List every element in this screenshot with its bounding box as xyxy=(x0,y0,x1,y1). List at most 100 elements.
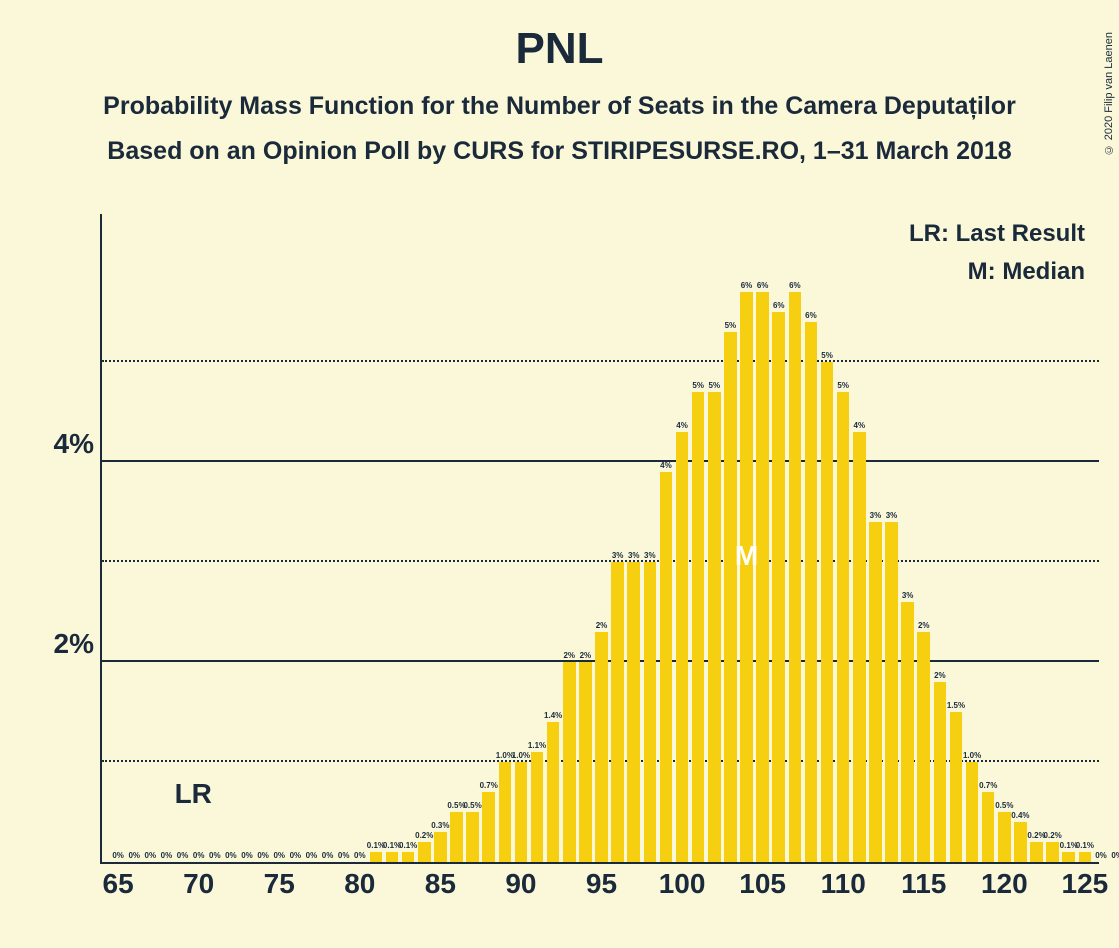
bar-label: 3% xyxy=(870,511,882,520)
pmf-bar: 6% xyxy=(740,292,753,862)
bar-label: 0% xyxy=(1095,851,1107,860)
pmf-bar: 0.3% xyxy=(434,832,447,862)
bar-label: 3% xyxy=(886,511,898,520)
pmf-bar: 0.7% xyxy=(482,792,495,862)
bar-label: 0% xyxy=(338,851,350,860)
gridline xyxy=(102,360,1099,362)
chart-title: PNL xyxy=(0,24,1119,74)
pmf-bar: 1.4% xyxy=(547,722,560,862)
bar-label: 0% xyxy=(241,851,253,860)
legend-lr: LR: Last Result xyxy=(909,220,1085,248)
bar-label: 2% xyxy=(596,621,608,630)
x-axis-tick: 95 xyxy=(586,868,617,900)
x-axis-tick: 100 xyxy=(659,868,706,900)
bar-label: 4% xyxy=(676,421,688,430)
chart-subtitle-1: Probability Mass Function for the Number… xyxy=(0,92,1119,121)
bar-label: 0.3% xyxy=(431,821,449,830)
bar-label: 0% xyxy=(322,851,334,860)
bar-label: 5% xyxy=(821,351,833,360)
bar-label: 0.1% xyxy=(399,841,417,850)
chart-subtitle-2: Based on an Opinion Poll by CURS for STI… xyxy=(0,137,1119,166)
pmf-bar: 6% xyxy=(789,292,802,862)
y-axis-tick: 2% xyxy=(54,628,94,660)
pmf-bar: 2% xyxy=(595,632,608,862)
pmf-bar: 5% xyxy=(708,392,721,862)
bar-label: 3% xyxy=(612,551,624,560)
x-axis-tick: 115 xyxy=(901,868,946,900)
pmf-bar: 5% xyxy=(692,392,705,862)
bar-label: 0.5% xyxy=(995,801,1013,810)
pmf-bar: 0.1% xyxy=(370,852,383,862)
lr-label: LR xyxy=(175,778,212,810)
pmf-bar: 3% xyxy=(885,522,898,862)
bar-label: 0% xyxy=(145,851,157,860)
pmf-bar: 3% xyxy=(901,602,914,862)
bar-label: 3% xyxy=(644,551,656,560)
bar-label: 0.2% xyxy=(1044,831,1062,840)
bar-label: 0% xyxy=(290,851,302,860)
pmf-bar: 0.1% xyxy=(1062,852,1075,862)
bar-label: 6% xyxy=(741,281,753,290)
pmf-bar: 6% xyxy=(772,312,785,862)
pmf-bar: 0.5% xyxy=(998,812,1011,862)
legend-m: M: Median xyxy=(909,258,1085,286)
pmf-bar: 1.5% xyxy=(950,712,963,862)
x-axis-tick: 105 xyxy=(739,868,786,900)
bar-label: 0% xyxy=(306,851,318,860)
pmf-bar: 2% xyxy=(934,682,947,862)
bar-label: 6% xyxy=(773,301,785,310)
pmf-bar: 4% xyxy=(853,432,866,862)
pmf-bar: 2% xyxy=(917,632,930,862)
pmf-bar: 0.2% xyxy=(1046,842,1059,862)
x-axis-tick: 90 xyxy=(505,868,536,900)
bar-label: 0% xyxy=(128,851,140,860)
x-axis-tick: 65 xyxy=(103,868,134,900)
bar-label: 0.2% xyxy=(415,831,433,840)
pmf-bar: 2% xyxy=(579,662,592,862)
plot-area: LR: Last Result M: Median 2%4%6570758085… xyxy=(100,214,1099,864)
median-label: M xyxy=(735,540,758,572)
bar-label: 0.4% xyxy=(1011,811,1029,820)
pmf-bar: 0.1% xyxy=(1079,852,1092,862)
bar-label: 0% xyxy=(354,851,366,860)
bar-label: 1.5% xyxy=(947,701,965,710)
x-axis-tick: 80 xyxy=(344,868,375,900)
x-axis-tick: 110 xyxy=(821,868,866,900)
pmf-bar: 3% xyxy=(611,562,624,862)
bar-label: 1.4% xyxy=(544,711,562,720)
bar-label: 5% xyxy=(725,321,737,330)
pmf-bar: 1.0% xyxy=(499,762,512,862)
y-axis-tick: 4% xyxy=(54,428,94,460)
bar-label: 0% xyxy=(177,851,189,860)
bar-label: 3% xyxy=(902,591,914,600)
bar-label: 6% xyxy=(789,281,801,290)
bar-label: 1.1% xyxy=(528,741,546,750)
bar-label: 2% xyxy=(580,651,592,660)
pmf-bar: 3% xyxy=(627,562,640,862)
legend: LR: Last Result M: Median xyxy=(909,220,1085,296)
pmf-bar: 5% xyxy=(724,332,737,862)
bar-label: 5% xyxy=(837,381,849,390)
pmf-bar: 3% xyxy=(869,522,882,862)
bar-label: 0% xyxy=(193,851,205,860)
pmf-bar: 1.0% xyxy=(515,762,528,862)
x-axis-tick: 75 xyxy=(264,868,295,900)
bar-label: 0% xyxy=(225,851,237,860)
pmf-bar: 2% xyxy=(563,662,576,862)
bar-label: 2% xyxy=(563,651,575,660)
copyright-text: © 2020 Filip van Laenen xyxy=(1103,32,1115,155)
pmf-bar: 0.2% xyxy=(418,842,431,862)
bar-label: 2% xyxy=(918,621,930,630)
pmf-bar: 6% xyxy=(805,322,818,862)
bar-label: 1.0% xyxy=(963,751,981,760)
pmf-bar: 5% xyxy=(821,362,834,862)
gridline xyxy=(102,560,1099,562)
bar-label: 0.7% xyxy=(480,781,498,790)
bar-label: 6% xyxy=(757,281,769,290)
bar-label: 0% xyxy=(112,851,124,860)
gridline xyxy=(102,460,1099,462)
bar-label: 0% xyxy=(257,851,269,860)
pmf-bar: 5% xyxy=(837,392,850,862)
pmf-bar: 1.0% xyxy=(966,762,979,862)
bar-label: 0% xyxy=(273,851,285,860)
